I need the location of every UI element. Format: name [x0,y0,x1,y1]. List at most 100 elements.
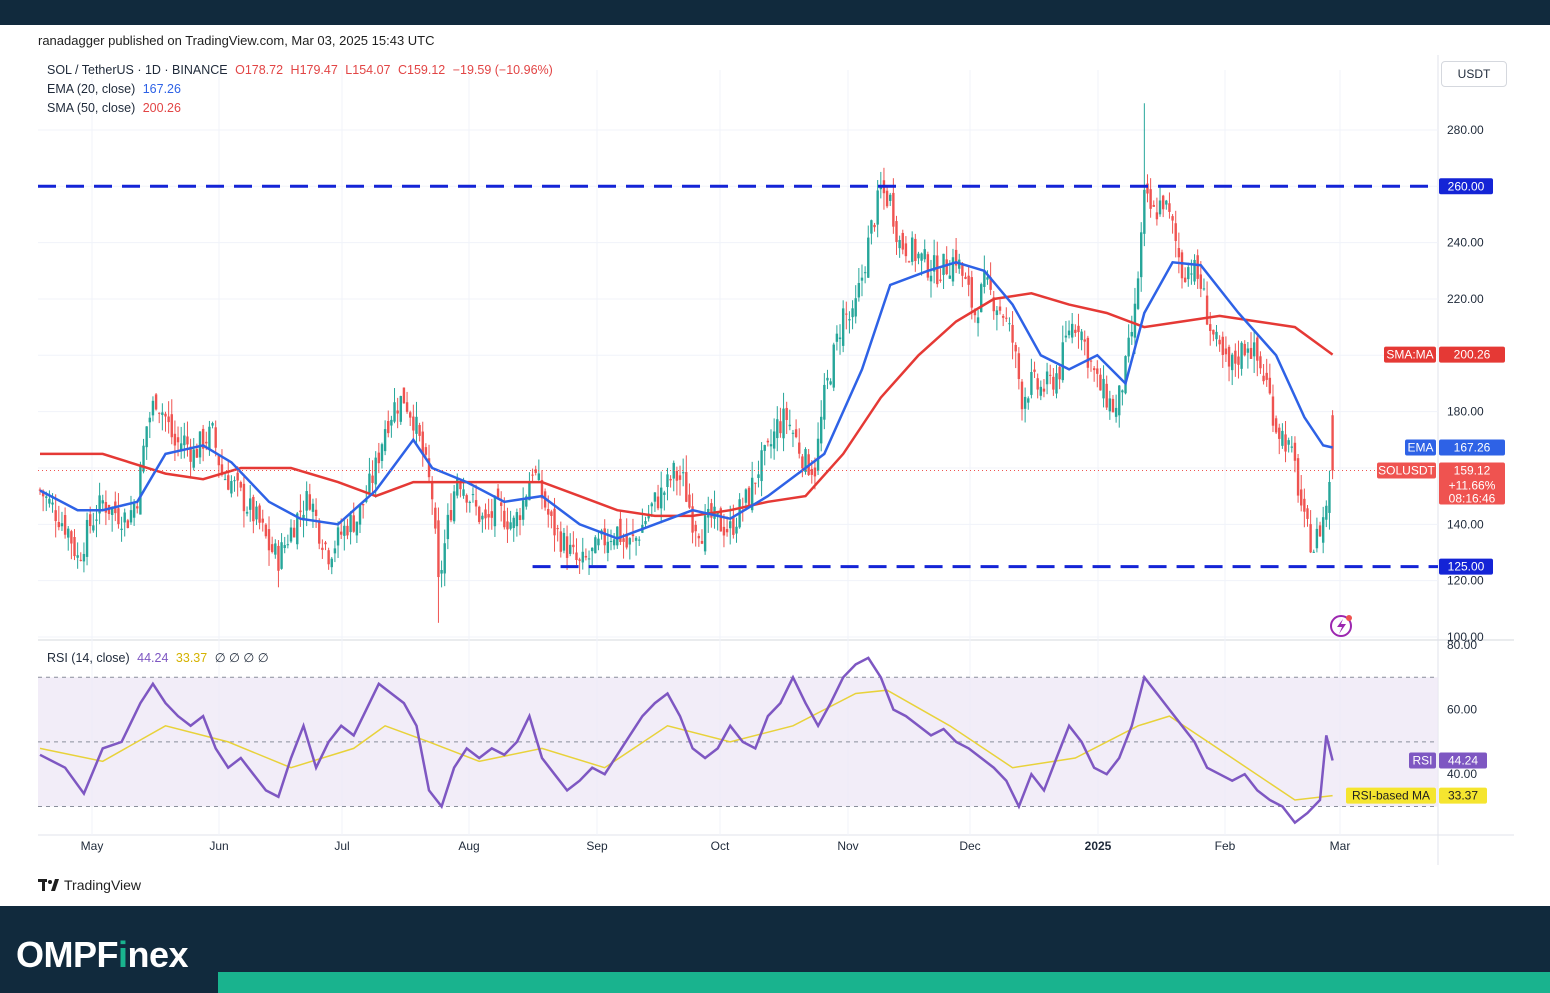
candle-body [1177,248,1181,258]
candle [481,512,484,533]
candle [590,547,594,566]
candle [1321,506,1325,554]
rsi-legend[interactable]: RSI (14, close) 44.24 33.37 ∅ ∅ ∅ ∅ [47,650,273,665]
candle-body [393,402,396,422]
candle [854,285,857,324]
ema-legend[interactable]: EMA (20, close) 167.26 [47,82,185,96]
candle [396,397,399,429]
candle-body [311,503,315,512]
candle [578,557,581,574]
candle-body [1045,371,1049,385]
rsi-ma-line [39,689,1333,801]
candle-body [261,518,264,523]
candle-body [804,449,807,472]
candle-body [387,421,390,434]
candle [1140,222,1143,292]
tradingview-logo-icon [38,879,59,891]
candle-body [631,534,635,537]
currency-button[interactable]: USDT [1441,61,1507,87]
candle-body [195,448,199,458]
candle [1136,271,1140,311]
chart-frame[interactable]: 100.00 120.00 140.00 180.00 220.00 240.00 280.… [38,55,1514,865]
candle-body [998,306,1002,311]
candle [1174,210,1177,258]
candle-body [1008,323,1011,325]
candle-body [255,506,258,520]
candle [860,264,864,297]
price-tag-value: 200.26 [1454,348,1491,362]
price-tag: EMA 167.26 [1405,439,1505,456]
candle [249,485,252,522]
candle-body [1296,458,1300,496]
candle [490,498,493,530]
candle-body [471,494,475,496]
candle-body [1321,517,1325,543]
candle-body [361,504,365,506]
candle-body [1152,204,1155,207]
candle-body [885,190,889,207]
candle-body [456,477,459,496]
lightning-icon-bolt [1337,619,1346,634]
candle-body [515,512,519,527]
tradingview-footer[interactable]: TradingView [38,877,141,893]
candle [179,426,183,459]
candle [1193,254,1196,285]
candle-body [612,539,616,546]
candle-body [732,517,735,535]
candle [1202,278,1206,291]
candle [154,392,158,411]
candle-body [214,427,217,448]
candle [1246,341,1250,369]
candle-body [465,495,468,503]
rsi-tag-name: RSI [1412,754,1432,768]
candle [794,419,798,439]
candle-body [402,387,406,404]
time-tick-label: Mar [1330,839,1351,853]
candle-body [305,491,308,511]
candle [1271,384,1275,433]
candles [38,103,1334,623]
change-value: −19.59 (−10.96%) [452,63,553,77]
chart-svg[interactable]: 100.00 120.00 140.00 180.00 220.00 240.00 280.… [38,55,1514,865]
candle-body [1064,335,1068,338]
candle-body [158,412,161,414]
candle [1058,364,1061,390]
candle-body [1146,183,1149,194]
symbol-label[interactable]: SOL / TetherUS · 1D · BINANCE [47,63,228,77]
candle [725,516,729,537]
candle [110,506,114,532]
candle [1011,311,1014,360]
candle-body [1331,415,1334,471]
candle-body [1165,200,1168,205]
candle-body [412,416,415,431]
candle-body [123,512,126,523]
candle [694,520,697,547]
candle [164,411,167,432]
candle-body [829,381,832,385]
candle-body [945,259,948,275]
candle-body [1262,375,1265,382]
candle [1130,315,1133,345]
sma-legend[interactable]: SMA (50, close) 200.26 [47,101,185,115]
candle [349,511,352,545]
candle-body [587,558,591,560]
candle-body [700,540,704,544]
candle [1052,368,1055,396]
candle [54,494,57,538]
level-tag-bg [1439,178,1493,195]
candle-body [1230,354,1234,371]
candle-body [1049,374,1052,376]
candle [1168,192,1171,219]
candle-body [343,525,346,536]
candle [841,300,845,353]
candle-body [390,419,393,426]
candle [343,517,346,551]
candle-body [794,429,798,438]
candle [227,460,230,491]
candle-body [644,521,647,525]
candle-body [1227,346,1231,367]
candle-body [1252,342,1256,357]
candle [932,239,936,284]
candle [286,534,290,549]
candle [976,310,980,337]
